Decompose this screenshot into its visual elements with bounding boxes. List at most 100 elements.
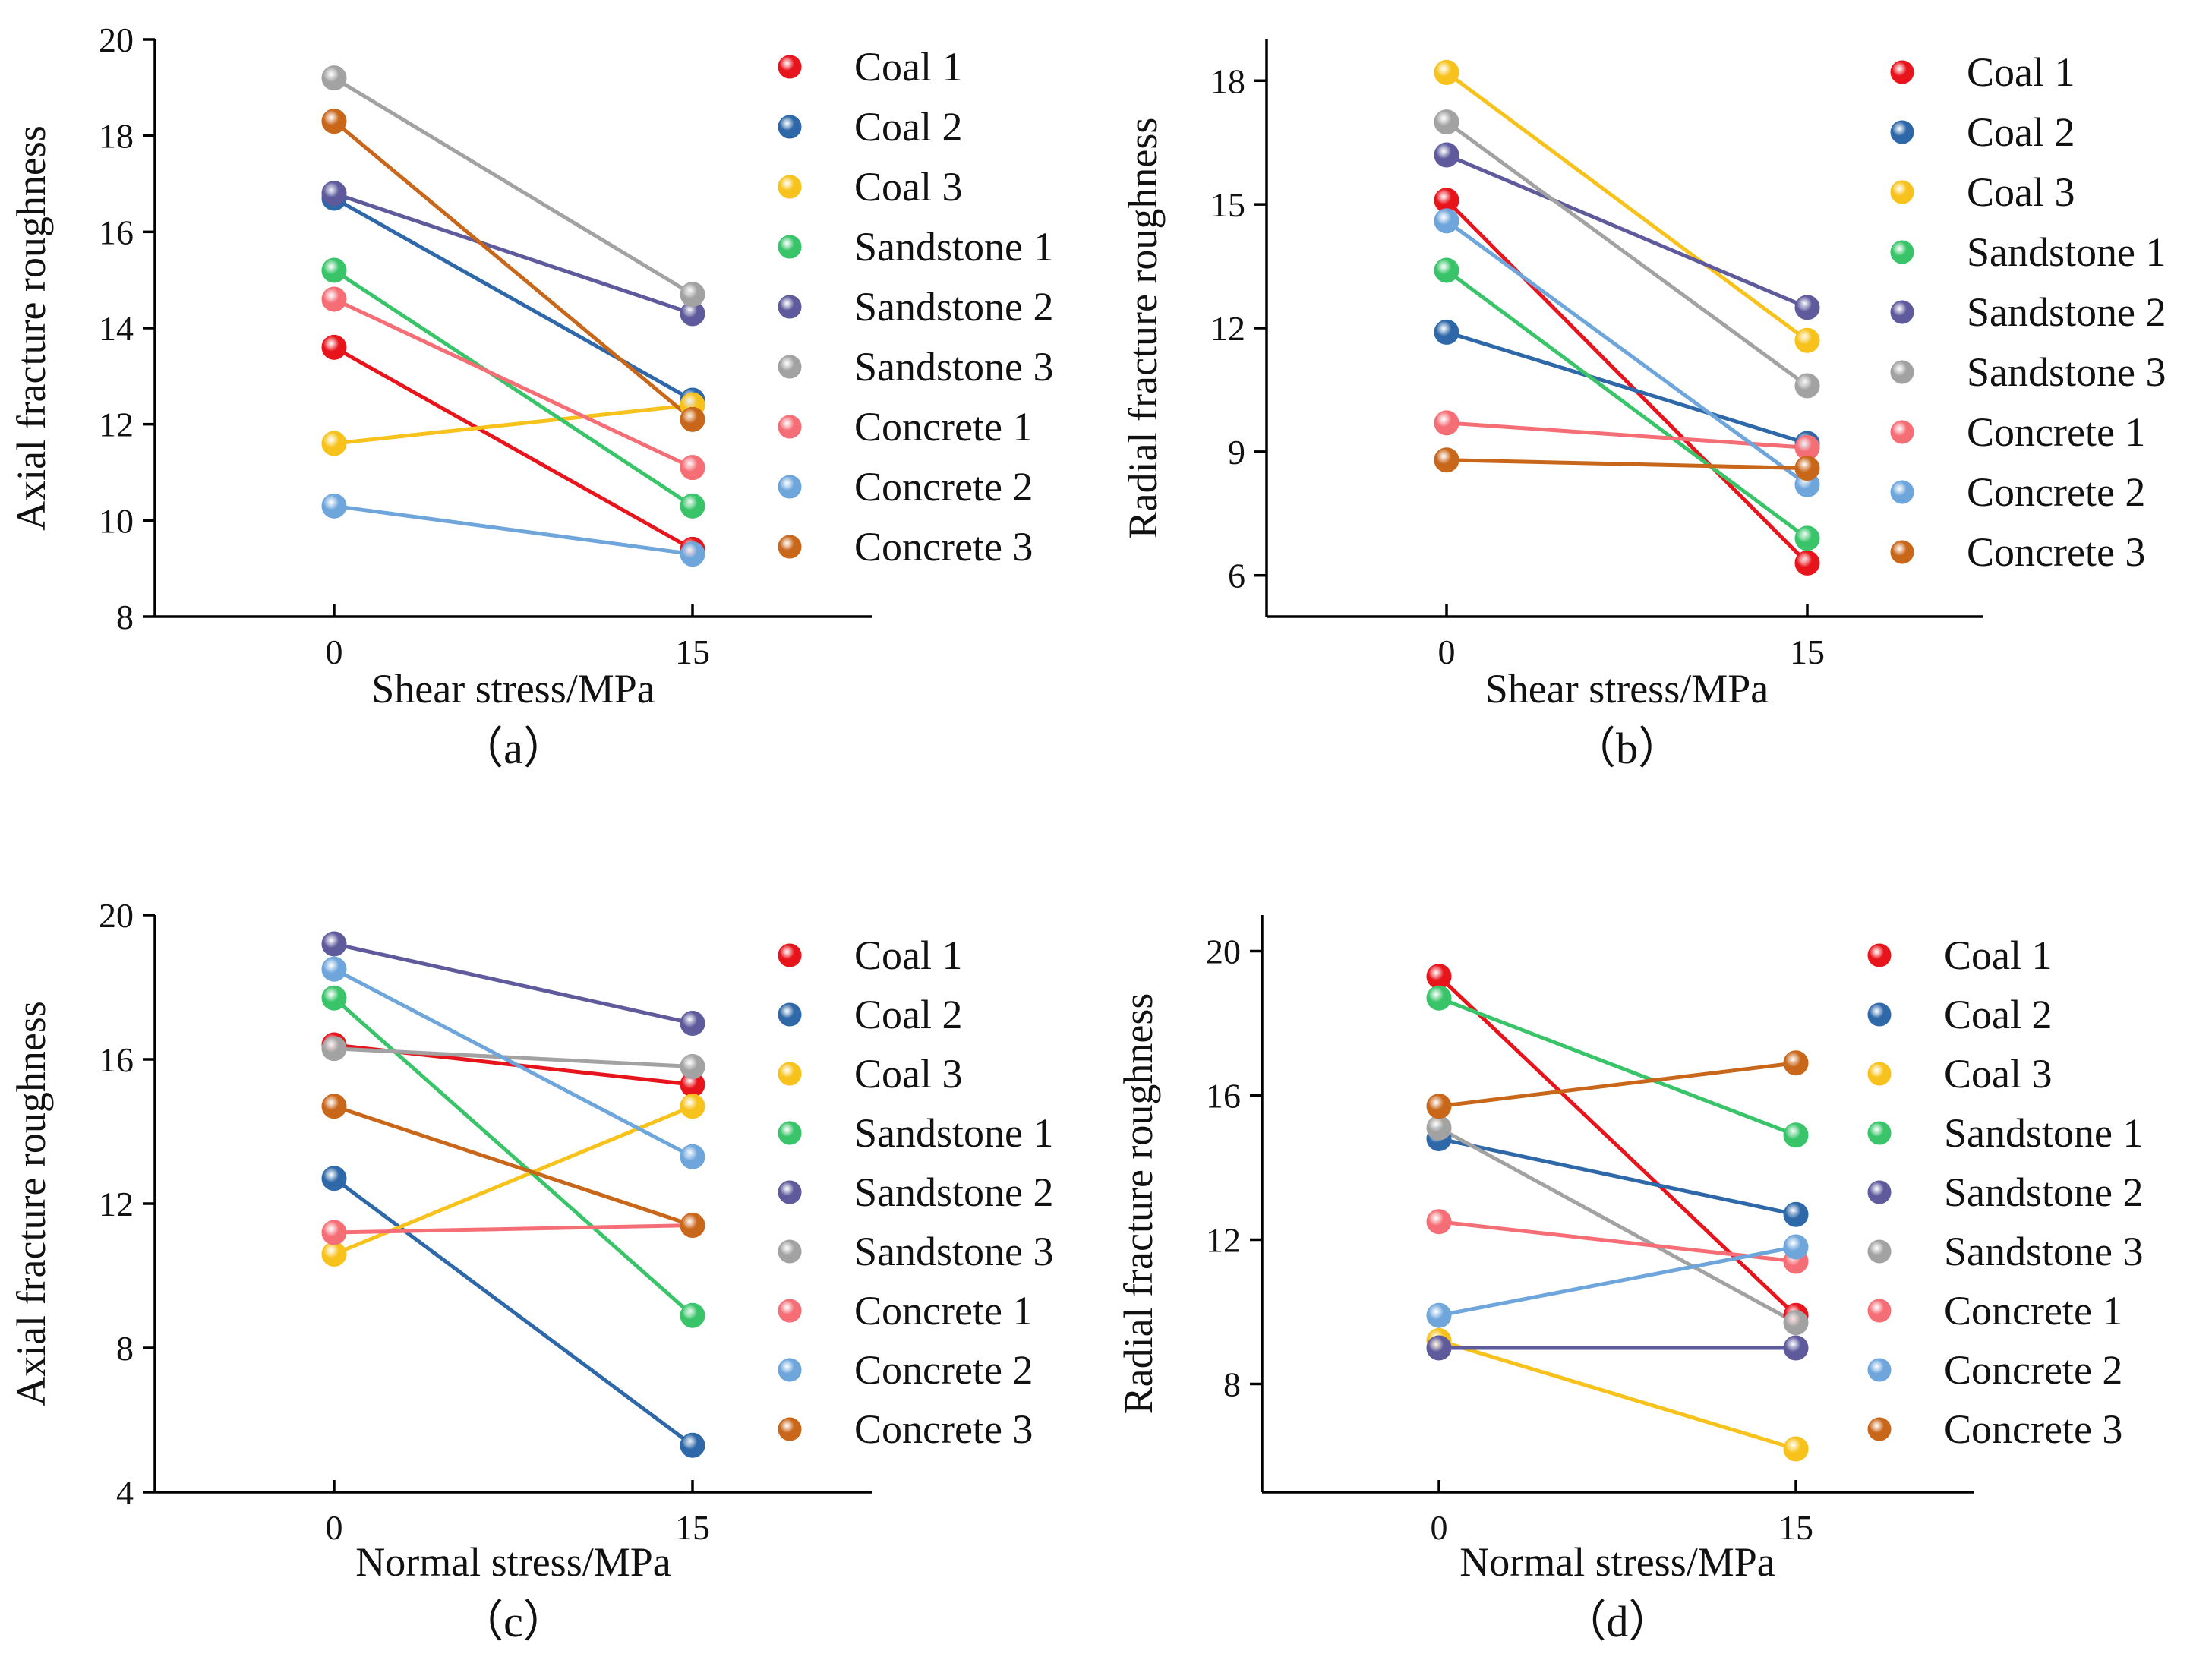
legend-marker-b-coal-3 (1890, 180, 1914, 204)
series-line-b-sandstone-3 (1444, 120, 1810, 388)
legend-label-d-sandstone-1: Sandstone 1 (1944, 1110, 2144, 1156)
legend-marker-a-sandstone-1 (778, 235, 802, 259)
panel-b: 6 9 12 15 18 0 15 Shear stress/MPa Radial fractu… (1120, 39, 2166, 773)
legend-marker-d-concrete-1 (1867, 1299, 1892, 1323)
legend-label-a-coal-2: Coal 2 (854, 104, 963, 150)
series-line-a-sandstone-1 (332, 268, 695, 508)
series-line-c-sandstone-3 (332, 1046, 695, 1068)
data-point-c-sandstone-2-0 (321, 931, 347, 957)
data-point-d-concrete-2-0 (1426, 1302, 1452, 1328)
legend-label-c-coal-1: Coal 1 (854, 933, 963, 978)
data-point-b-concrete-3-15 (1794, 456, 1820, 481)
series-line-b-concrete-2 (1444, 219, 1810, 487)
legend-marker-a-sandstone-2 (778, 295, 802, 319)
x-axis-title-d: Normal stress/MPa (1459, 1539, 1775, 1585)
panel-label-b: （b） (1572, 724, 1682, 773)
legend-marker-a-coal-1 (778, 55, 802, 79)
data-point-b-concrete-3-0 (1434, 447, 1459, 473)
data-point-b-sandstone-2-0 (1434, 142, 1459, 168)
y-tick-label-a-18: 18 (99, 117, 134, 156)
x-tick-label-c-15: 15 (675, 1508, 710, 1547)
series-line-a-coal-3 (332, 402, 695, 446)
legend-label-d-coal-2: Coal 2 (1944, 992, 2053, 1037)
legend-label-d-concrete-1: Concrete 1 (1944, 1288, 2122, 1333)
legend-marker-a-coal-2 (778, 115, 802, 139)
legend-label-b-sandstone-1: Sandstone 1 (1967, 229, 2166, 275)
legend-marker-c-sandstone-2 (778, 1180, 802, 1204)
data-point-c-sandstone-2-15 (680, 1011, 705, 1036)
legend-label-c-concrete-3: Concrete 3 (854, 1406, 1033, 1452)
x-tick-label-d-0: 0 (1431, 1508, 1448, 1547)
data-point-d-sandstone-1-15 (1783, 1122, 1809, 1148)
data-point-d-coal-3-15 (1783, 1436, 1809, 1462)
legend-label-b-sandstone-3: Sandstone 3 (1967, 349, 2166, 395)
series-line-a-sandstone-2 (332, 191, 695, 316)
data-point-c-concrete-2-15 (680, 1144, 705, 1169)
series-line-b-coal-2 (1444, 330, 1810, 446)
y-axis-title-b: Radial fracture roughness (1120, 118, 1166, 539)
legend-label-b-sandstone-2: Sandstone 2 (1967, 289, 2166, 335)
data-point-c-sandstone-1-15 (680, 1302, 705, 1328)
legend-label-c-sandstone-1: Sandstone 1 (854, 1110, 1054, 1156)
legend-label-a-concrete-1: Concrete 1 (854, 404, 1033, 450)
legend-label-d-sandstone-2: Sandstone 2 (1944, 1169, 2144, 1215)
legend-marker-b-coal-1 (1890, 60, 1914, 84)
legend-marker-c-sandstone-1 (778, 1121, 802, 1145)
data-point-c-coal-3-0 (321, 1242, 347, 1267)
x-axis-title-b: Shear stress/MPa (1485, 666, 1769, 712)
data-point-a-coal-3-0 (321, 431, 347, 456)
series-line-d-coal-2 (1437, 1137, 1798, 1217)
data-point-d-concrete-3-15 (1783, 1050, 1809, 1076)
legend-label-a-coal-1: Coal 1 (854, 44, 963, 90)
panel-label-a: （a） (459, 724, 567, 773)
legend-marker-c-concrete-2 (778, 1358, 802, 1382)
legend-marker-c-concrete-3 (778, 1417, 802, 1441)
series-line-d-coal-3 (1437, 1339, 1798, 1451)
legend-marker-a-coal-3 (778, 175, 802, 199)
data-point-d-sandstone-2-0 (1426, 1335, 1452, 1361)
data-point-a-concrete-1-15 (680, 455, 705, 481)
data-point-c-concrete-3-0 (321, 1094, 347, 1119)
legend-label-c-sandstone-2: Sandstone 2 (854, 1169, 1054, 1215)
legend-label-d-coal-3: Coal 3 (1944, 1051, 2053, 1097)
legend-label-d-concrete-2: Concrete 2 (1944, 1347, 2122, 1393)
x-tick-label-c-0: 0 (326, 1508, 343, 1547)
data-point-c-concrete-1-0 (321, 1220, 347, 1245)
legend-marker-c-coal-1 (778, 943, 802, 967)
series-line-a-concrete-2 (332, 503, 695, 557)
series-line-a-sandstone-3 (332, 76, 695, 297)
legend-marker-d-sandstone-1 (1867, 1121, 1892, 1145)
legend-marker-c-coal-2 (778, 1002, 802, 1027)
y-tick-label-b-15: 15 (1210, 185, 1245, 224)
data-point-b-coal-3-15 (1794, 327, 1820, 353)
series-line-d-sandstone-3 (1437, 1125, 1798, 1325)
legend-label-c-concrete-2: Concrete 2 (854, 1347, 1033, 1393)
legend-label-c-coal-3: Coal 3 (854, 1051, 963, 1097)
legend-label-a-sandstone-2: Sandstone 2 (854, 284, 1054, 330)
series-line-c-sandstone-1 (332, 996, 695, 1318)
y-tick-label-d-16: 16 (1206, 1077, 1241, 1116)
legend-label-a-sandstone-1: Sandstone 1 (854, 224, 1054, 270)
legend-label-b-concrete-3: Concrete 3 (1967, 529, 2145, 575)
legend-marker-d-sandstone-2 (1867, 1180, 1892, 1204)
x-tick-label-a-0: 0 (326, 633, 343, 671)
y-tick-label-a-20: 20 (99, 21, 134, 59)
legend-label-a-coal-3: Coal 3 (854, 164, 963, 210)
data-point-d-sandstone-3-15 (1783, 1310, 1809, 1336)
series-line-d-sandstone-1 (1437, 996, 1798, 1138)
series-line-c-coal-2 (332, 1176, 695, 1447)
legend-marker-d-coal-1 (1867, 943, 1892, 967)
legend-marker-c-sandstone-3 (778, 1239, 802, 1264)
series-line-d-coal-1 (1437, 974, 1798, 1318)
legend-marker-a-concrete-1 (778, 415, 802, 439)
legend-marker-b-coal-2 (1890, 120, 1914, 144)
y-axis-title-c: Axial fracture roughness (8, 1001, 54, 1406)
data-point-a-sandstone-3-15 (680, 282, 705, 308)
legend-label-d-concrete-3: Concrete 3 (1944, 1406, 2122, 1452)
data-point-a-concrete-3-15 (680, 406, 705, 432)
x-tick-label-a-15: 15 (675, 633, 710, 671)
legend-marker-d-coal-3 (1867, 1062, 1892, 1086)
y-tick-label-b-6: 6 (1228, 557, 1245, 595)
legend-marker-d-sandstone-3 (1867, 1239, 1892, 1264)
y-tick-label-a-10: 10 (99, 501, 134, 540)
